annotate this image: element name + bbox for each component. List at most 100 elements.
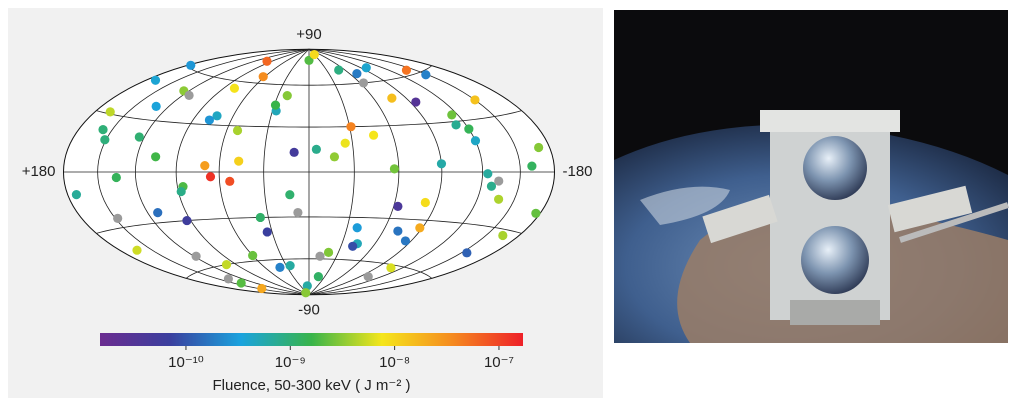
burst-point bbox=[393, 201, 403, 211]
burst-point bbox=[451, 120, 461, 130]
burst-point bbox=[352, 69, 362, 79]
lat-label: +90 bbox=[296, 26, 321, 43]
burst-point bbox=[346, 122, 356, 132]
burst-point bbox=[304, 55, 314, 66]
burst-point bbox=[421, 70, 431, 80]
burst-point bbox=[132, 245, 142, 255]
burst-point bbox=[257, 283, 267, 294]
burst-point bbox=[71, 190, 82, 200]
burst-point bbox=[153, 208, 163, 218]
colorbar-tick-label: 10⁻⁷ bbox=[484, 354, 514, 371]
burst-point bbox=[221, 259, 232, 270]
burst-point bbox=[358, 78, 369, 88]
burst-point bbox=[289, 147, 299, 157]
photo-arm bbox=[899, 202, 1009, 243]
burst-point bbox=[313, 272, 323, 282]
burst-point bbox=[204, 115, 215, 125]
burst-point bbox=[225, 176, 235, 186]
burst-point bbox=[248, 250, 258, 261]
burst-point bbox=[262, 227, 272, 237]
burst-point bbox=[285, 261, 295, 271]
burst-point bbox=[534, 142, 544, 153]
burst-point bbox=[401, 65, 412, 75]
burst-point bbox=[348, 241, 358, 251]
burst-point bbox=[302, 281, 312, 291]
burst-point bbox=[258, 72, 268, 82]
colorbar-bar bbox=[100, 333, 523, 346]
burst-point bbox=[151, 152, 161, 162]
burst-point bbox=[340, 138, 350, 148]
burst-point bbox=[389, 164, 400, 174]
burst-point bbox=[234, 156, 244, 166]
burst-point bbox=[486, 181, 497, 191]
photo-clouds bbox=[640, 186, 730, 225]
burst-point bbox=[100, 135, 110, 145]
photo-spacecraft-top bbox=[760, 110, 900, 132]
burst-point bbox=[494, 176, 504, 186]
parallel bbox=[185, 258, 433, 279]
burst-point bbox=[212, 111, 222, 121]
burst-point bbox=[176, 186, 186, 197]
burst-point bbox=[182, 215, 192, 226]
lon-label: -180 bbox=[563, 163, 593, 180]
burst-point bbox=[309, 49, 319, 60]
burst-point bbox=[483, 169, 493, 179]
photo bbox=[614, 10, 1009, 343]
burst-point bbox=[293, 207, 303, 218]
photo-panel-left bbox=[702, 194, 778, 244]
lon-label: +180 bbox=[22, 163, 56, 180]
photo-spacecraft-base bbox=[790, 300, 880, 325]
burst-point bbox=[315, 251, 325, 261]
burst-point bbox=[361, 63, 371, 73]
burst-point bbox=[334, 65, 344, 75]
colorbar-tick-label: 10⁻⁸ bbox=[379, 354, 410, 371]
burst-point bbox=[400, 236, 411, 246]
burst-point bbox=[436, 159, 447, 169]
burst-point bbox=[494, 194, 504, 204]
burst-point bbox=[386, 263, 396, 273]
burst-point bbox=[470, 136, 481, 146]
burst-point bbox=[311, 144, 321, 154]
burst-point bbox=[464, 124, 474, 134]
parallel bbox=[96, 216, 522, 234]
burst-point bbox=[527, 161, 537, 171]
burst-point bbox=[368, 130, 379, 140]
burst-point bbox=[113, 213, 123, 224]
burst-point bbox=[200, 161, 210, 171]
parallel bbox=[185, 65, 433, 86]
burst-point bbox=[134, 132, 144, 142]
burst-point bbox=[470, 95, 480, 105]
burst-point bbox=[270, 100, 281, 110]
burst-point bbox=[420, 197, 430, 208]
parallel bbox=[96, 110, 522, 128]
burst-point bbox=[255, 212, 265, 223]
burst-point bbox=[411, 97, 421, 107]
photo-detector-2 bbox=[801, 226, 869, 294]
burst-point bbox=[285, 190, 295, 200]
colorbar-tick-label: 10⁻¹⁰ bbox=[168, 354, 204, 371]
burst-point bbox=[329, 152, 340, 162]
burst-point bbox=[387, 93, 397, 103]
photo-detector-1 bbox=[803, 136, 867, 200]
burst-point bbox=[150, 75, 161, 85]
burst-point bbox=[229, 83, 240, 93]
burst-point bbox=[236, 278, 246, 288]
burst-point bbox=[111, 172, 121, 183]
burst-point bbox=[262, 56, 272, 66]
colorbar-tick-label: 10⁻⁹ bbox=[275, 354, 306, 371]
burst-point bbox=[205, 172, 216, 182]
photo-panel-right bbox=[887, 185, 973, 233]
burst-point bbox=[191, 251, 201, 261]
burst-point bbox=[98, 125, 108, 135]
burst-point bbox=[462, 248, 472, 258]
burst-point bbox=[323, 247, 334, 257]
burst-point bbox=[415, 223, 425, 233]
burst-point bbox=[301, 288, 311, 298]
burst-point bbox=[186, 60, 196, 70]
burst-point bbox=[447, 110, 457, 120]
burst-point bbox=[282, 91, 292, 101]
burst-point bbox=[151, 101, 161, 111]
sky-map: +90 -90 +180 -180 bbox=[22, 26, 593, 319]
burst-point bbox=[363, 272, 373, 282]
